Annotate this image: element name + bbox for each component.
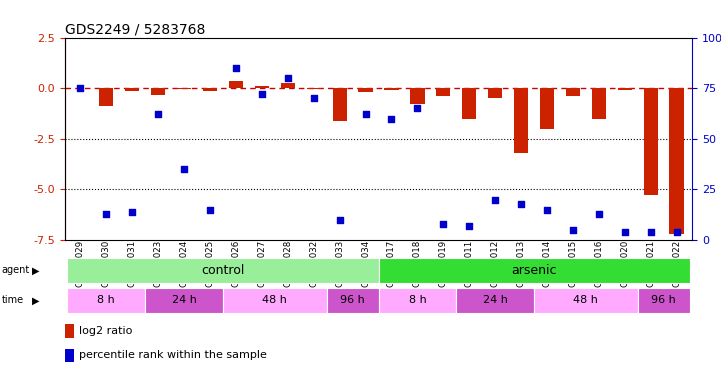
Bar	[456, 288, 534, 313]
Point	[230, 65, 242, 71]
Point	[178, 166, 190, 172]
Text: 8 h: 8 h	[409, 296, 426, 305]
Bar	[306, 88, 321, 89]
Point	[412, 105, 423, 111]
Bar	[410, 88, 425, 104]
Bar	[223, 288, 327, 313]
Text: 8 h: 8 h	[97, 296, 115, 305]
Point	[619, 229, 631, 235]
Point	[75, 85, 87, 91]
Point	[282, 75, 293, 81]
Point	[490, 196, 501, 202]
Bar	[68, 288, 145, 313]
Text: 96 h: 96 h	[651, 296, 676, 305]
Bar	[540, 88, 554, 129]
Text: 48 h: 48 h	[573, 296, 598, 305]
Bar	[99, 88, 113, 106]
Bar	[670, 88, 684, 234]
Point	[438, 221, 449, 227]
Bar	[488, 88, 503, 98]
Bar	[203, 88, 217, 91]
Text: ▶: ▶	[32, 266, 39, 275]
Point	[386, 116, 397, 122]
Text: control: control	[201, 264, 244, 277]
Bar	[462, 88, 477, 118]
Bar	[618, 88, 632, 90]
Bar	[379, 258, 689, 283]
Bar	[379, 288, 456, 313]
Bar	[151, 88, 165, 95]
Bar	[229, 81, 243, 88]
Bar	[534, 288, 638, 313]
Point	[256, 91, 267, 97]
Text: time: time	[1, 296, 24, 305]
Text: GDS2249 / 5283768: GDS2249 / 5283768	[65, 22, 205, 36]
Bar	[177, 88, 191, 89]
Text: 96 h: 96 h	[340, 296, 365, 305]
Point	[645, 229, 656, 235]
Point	[334, 217, 345, 223]
Point	[541, 207, 553, 213]
Bar	[145, 288, 223, 313]
Bar	[125, 88, 139, 91]
Bar	[592, 88, 606, 118]
Bar	[280, 83, 295, 88]
Text: agent: agent	[1, 266, 30, 275]
Text: ▶: ▶	[32, 296, 39, 305]
Point	[464, 223, 475, 229]
Point	[308, 95, 319, 101]
Bar	[644, 88, 658, 195]
Bar	[436, 88, 451, 96]
Point	[516, 201, 527, 207]
Point	[360, 111, 371, 117]
Text: arsenic: arsenic	[511, 264, 557, 277]
Point	[593, 211, 605, 217]
Text: 48 h: 48 h	[262, 296, 287, 305]
Point	[126, 209, 138, 214]
Bar	[638, 288, 689, 313]
Bar	[384, 88, 399, 90]
Bar	[68, 258, 379, 283]
Bar	[255, 86, 269, 88]
Point	[101, 211, 112, 217]
Bar	[358, 88, 373, 92]
Text: 24 h: 24 h	[483, 296, 508, 305]
Point	[204, 207, 216, 213]
Point	[152, 111, 164, 117]
Text: 24 h: 24 h	[172, 296, 197, 305]
Text: log2 ratio: log2 ratio	[79, 326, 133, 336]
Point	[671, 229, 682, 235]
Text: percentile rank within the sample: percentile rank within the sample	[79, 350, 267, 360]
Bar	[332, 88, 347, 120]
Bar	[514, 88, 528, 153]
Bar	[327, 288, 379, 313]
Bar	[566, 88, 580, 96]
Point	[567, 227, 579, 233]
